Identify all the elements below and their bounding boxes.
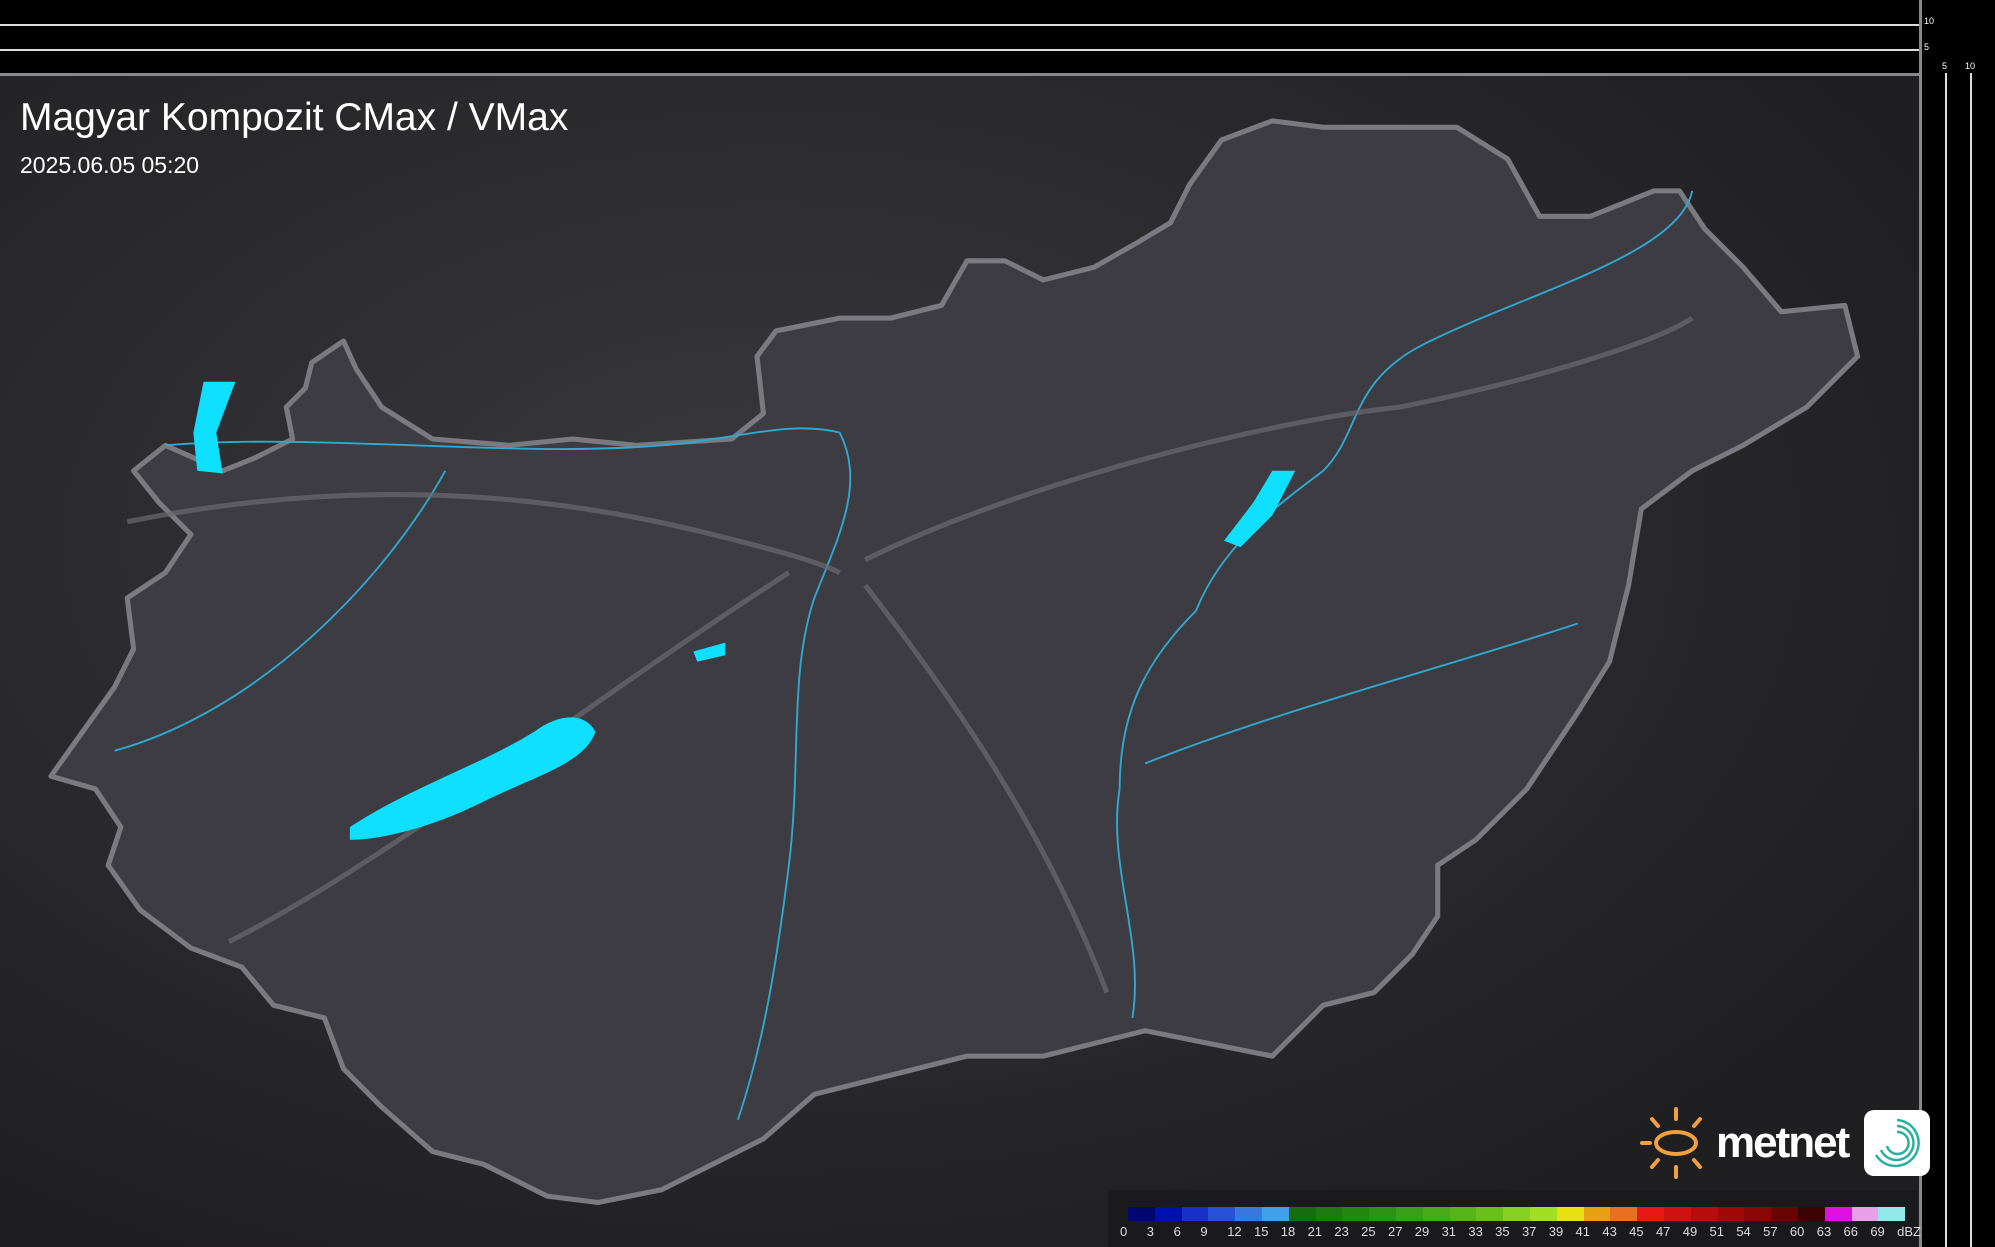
legend-labels: 0 3 6 9 12 15 18 21 23 25 27 29 31 33 35 37 39 41 43 45 47 49… <box>1120 1224 1924 1239</box>
map-title: Magyar Kompozit CMax / VMax <box>20 96 569 139</box>
lakes <box>193 381 1296 840</box>
legend-swatch <box>1663 1207 1691 1221</box>
road-m5 <box>863 583 1110 994</box>
legend-label: 43 <box>1602 1224 1617 1239</box>
legend-label: 45 <box>1629 1224 1644 1239</box>
sun-icon <box>1640 1107 1702 1179</box>
legend-swatch <box>1342 1207 1370 1221</box>
color-scale <box>1128 1207 1906 1221</box>
scale-label-h10: 10 <box>1965 61 1976 71</box>
legend-swatch <box>1476 1207 1504 1221</box>
top-scale-strip <box>0 0 1921 76</box>
legend-label: 33 <box>1468 1224 1483 1239</box>
legend-label: 54 <box>1736 1224 1751 1239</box>
legend-label: 23 <box>1334 1224 1349 1239</box>
legend-swatch <box>1288 1207 1316 1221</box>
legend-swatch <box>1771 1207 1798 1221</box>
scale-line-10 <box>0 24 1921 26</box>
panel-separator <box>1919 0 1922 1247</box>
river-raba <box>114 470 447 752</box>
legend-swatch <box>1235 1207 1262 1221</box>
legend-label: 66 <box>1843 1224 1858 1239</box>
legend-label: 51 <box>1709 1224 1724 1239</box>
river-danube <box>165 427 852 1121</box>
legend-swatch <box>1610 1207 1638 1221</box>
app-swirl-icon <box>1864 1110 1931 1176</box>
legend-label: 15 <box>1253 1224 1269 1239</box>
legend-swatch <box>1422 1207 1450 1221</box>
legend-label: 29 <box>1414 1224 1430 1239</box>
legend-swatch <box>1556 1207 1584 1221</box>
legend-label: 25 <box>1361 1224 1376 1239</box>
legend-swatch <box>1583 1207 1611 1221</box>
legend-swatch <box>1395 1207 1423 1221</box>
legend-swatch <box>1503 1207 1530 1221</box>
legend-label: 3 <box>1146 1224 1155 1239</box>
scale-vline-10 <box>1970 73 1972 1247</box>
legend-label: 49 <box>1682 1224 1698 1239</box>
legend-swatch <box>1878 1207 1906 1221</box>
legend-label: 41 <box>1575 1224 1591 1239</box>
legend-label: 60 <box>1789 1224 1805 1239</box>
dbz-legend: 0 3 6 9 12 15 18 21 23 25 27 29 31 33 35 37 39 41 43 45 47 49… <box>1108 1190 1921 1247</box>
legend-label: 18 <box>1280 1224 1296 1239</box>
legend-label: 6 <box>1173 1224 1181 1239</box>
legend-swatch <box>1128 1207 1155 1221</box>
legend-swatch <box>1824 1207 1852 1221</box>
road-m1 <box>126 491 841 575</box>
legend-swatch <box>1744 1207 1772 1221</box>
legend-label: 47 <box>1655 1224 1671 1239</box>
legend-label: 39 <box>1548 1224 1564 1239</box>
road-m3 <box>864 315 1694 563</box>
legend-label: 35 <box>1495 1224 1510 1239</box>
legend-label: 63 <box>1816 1224 1832 1239</box>
legend-swatch <box>1797 1207 1825 1221</box>
legend-label: 31 <box>1441 1224 1457 1239</box>
legend-swatch <box>1529 1207 1557 1221</box>
river-koros <box>1144 622 1578 765</box>
scale-line-5 <box>0 49 1921 51</box>
legend-swatch <box>1690 1207 1718 1221</box>
legend-swatch <box>1449 1207 1477 1221</box>
legend-swatch <box>1181 1207 1209 1221</box>
legend-swatch <box>1261 1207 1289 1221</box>
legend-label: 69 <box>1870 1224 1885 1239</box>
legend-label: 9 <box>1200 1224 1208 1239</box>
legend-swatch <box>1637 1207 1664 1221</box>
metnet-logo: metnet <box>1638 1105 1931 1181</box>
legend-swatch <box>1154 1207 1182 1221</box>
legend-label: 0 <box>1120 1224 1128 1239</box>
scale-vline-5 <box>1945 73 1947 1247</box>
legend-label: 12 <box>1227 1224 1242 1239</box>
lake-tisza <box>1223 470 1296 548</box>
map-timestamp: 2025.06.05 05:20 <box>20 152 200 178</box>
scale-label-h5: 5 <box>1942 61 1948 71</box>
legend-label: 27 <box>1387 1224 1403 1239</box>
lake-balaton <box>349 717 596 840</box>
legend-label: 37 <box>1521 1224 1537 1239</box>
lake-velence <box>693 642 726 662</box>
legend-label: 57 <box>1763 1224 1778 1239</box>
scale-label-v5: 5 <box>1924 42 1930 52</box>
legend-swatch <box>1208 1207 1236 1221</box>
legend-swatch <box>1717 1207 1745 1221</box>
lake-ferto <box>193 381 236 474</box>
logo-text: metnet <box>1716 1118 1850 1167</box>
hungary-outline <box>48 118 1861 1206</box>
scale-label-v10: 10 <box>1924 16 1935 26</box>
legend-swatch <box>1315 1207 1343 1221</box>
legend-unit: dBZ <box>1897 1224 1921 1239</box>
legend-swatch <box>1851 1207 1879 1221</box>
legend-label: 21 <box>1307 1224 1323 1239</box>
legend-swatch <box>1369 1207 1396 1221</box>
